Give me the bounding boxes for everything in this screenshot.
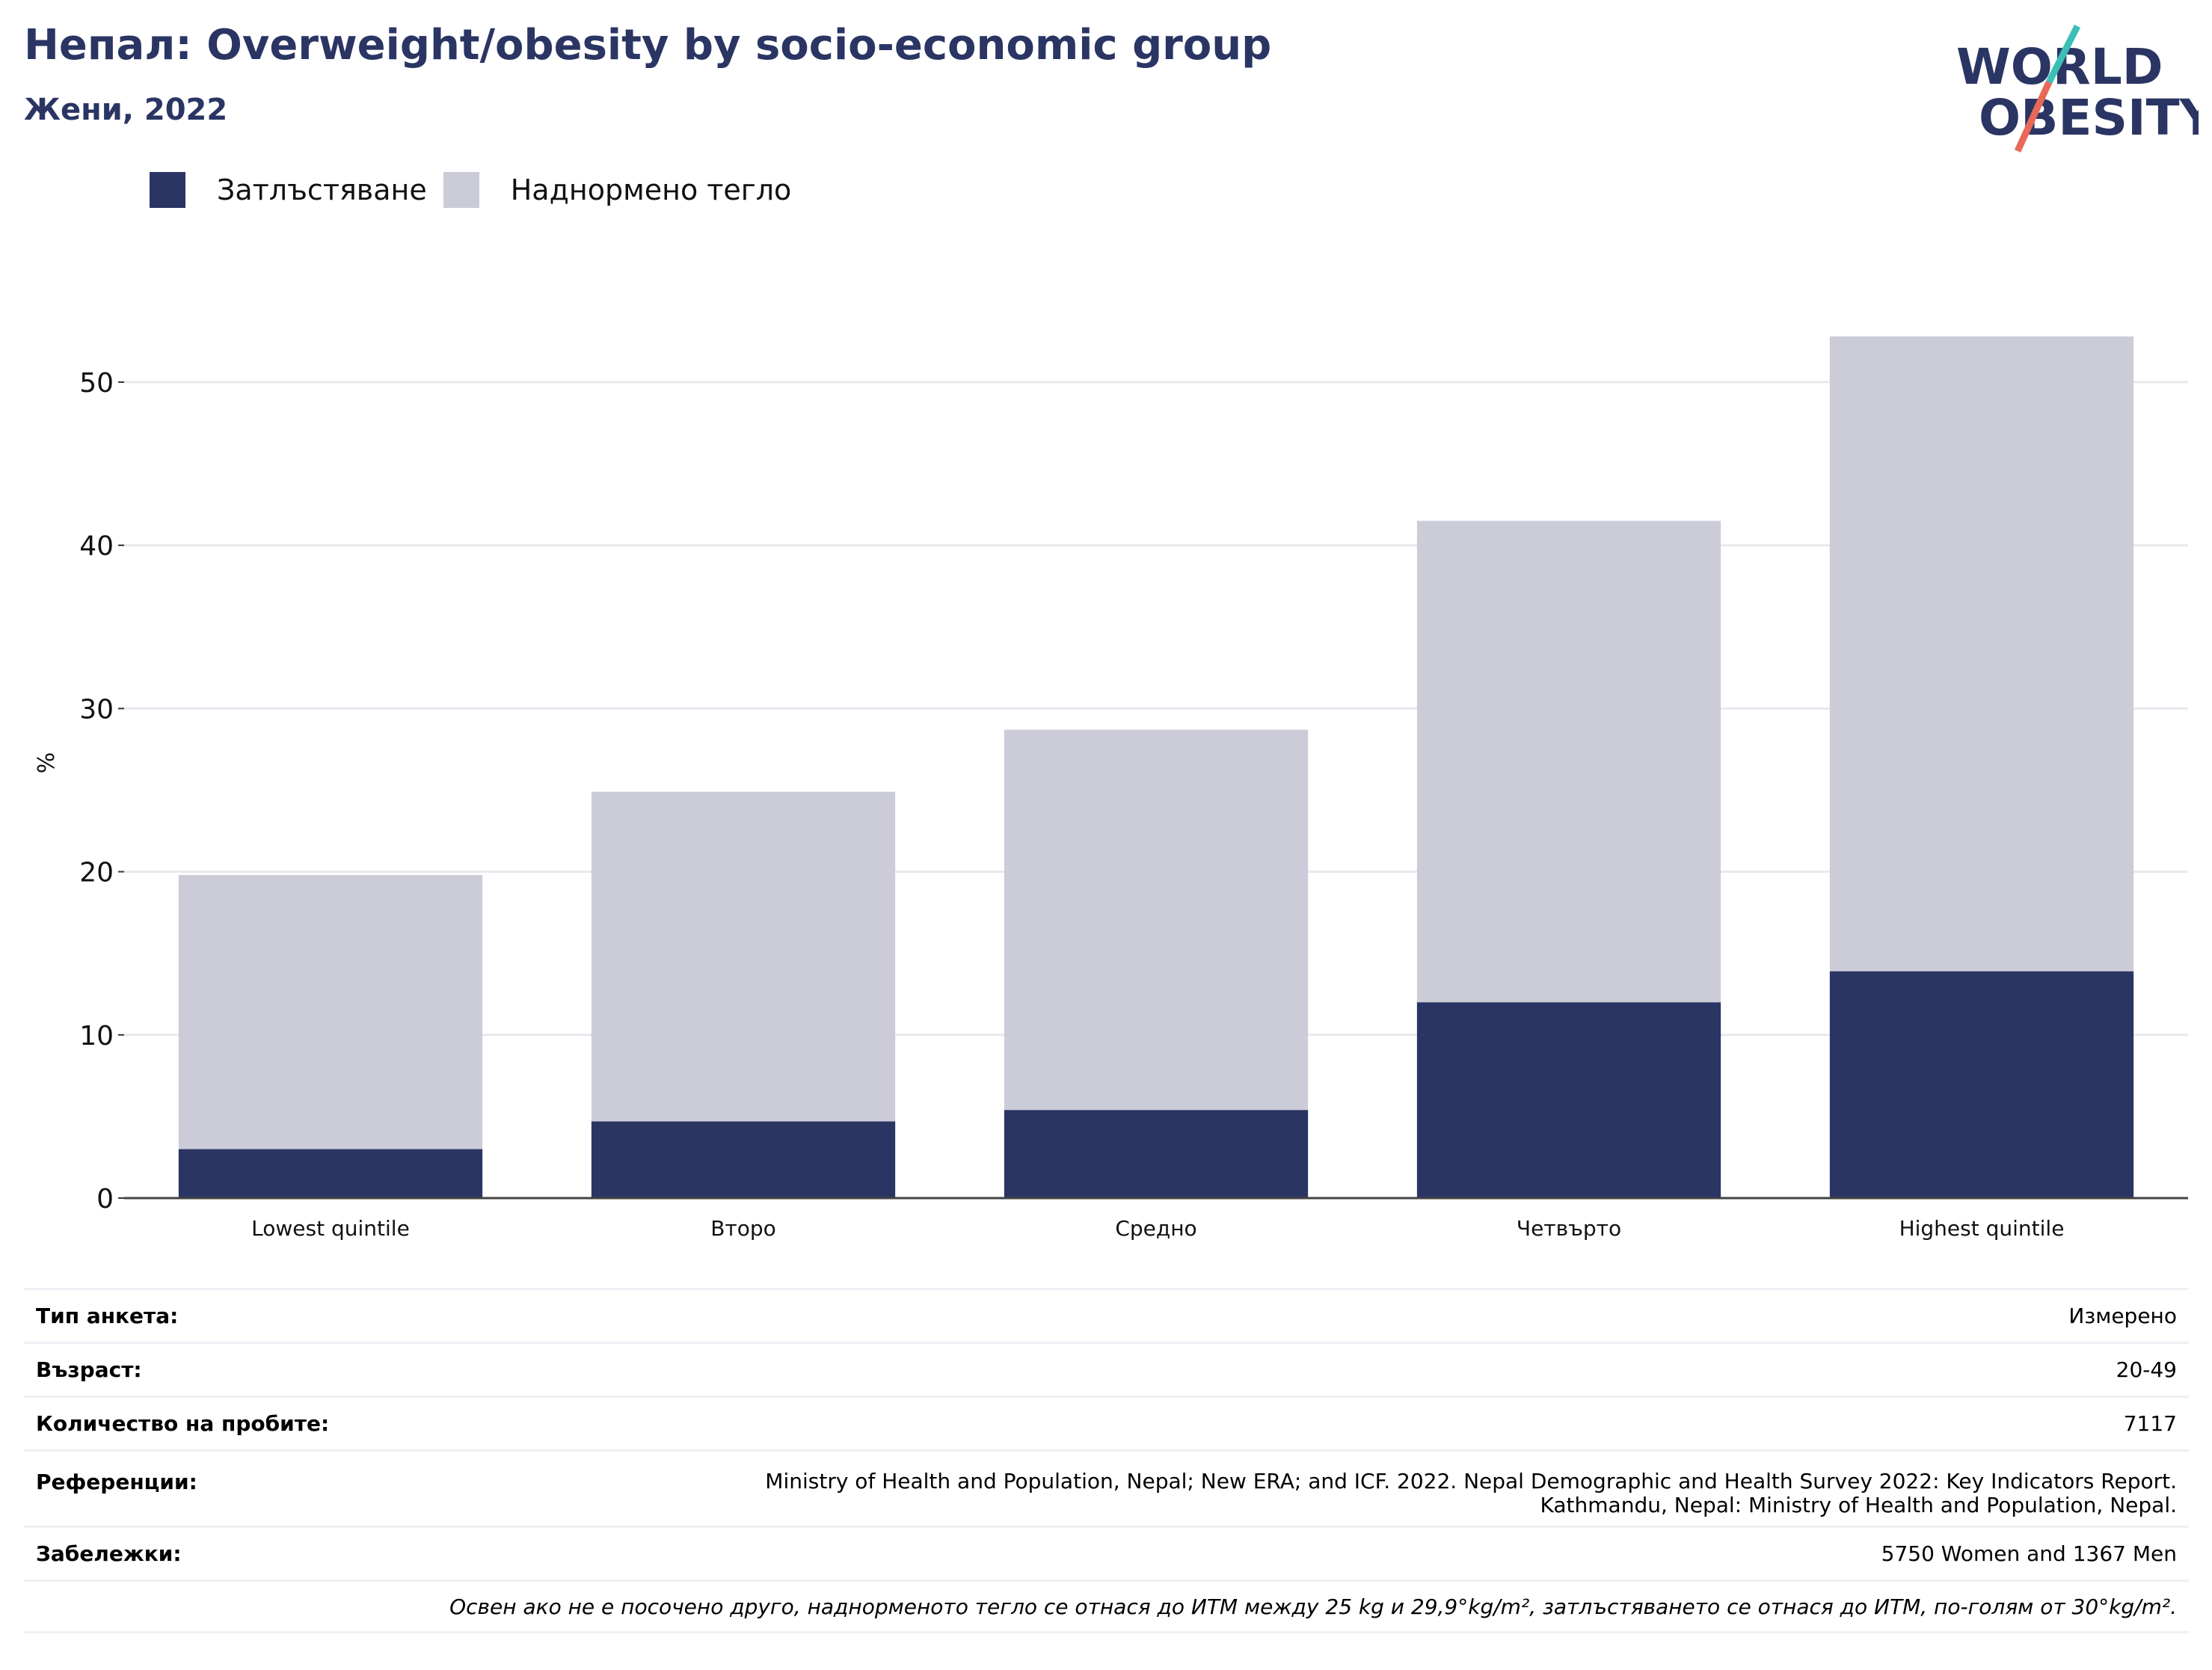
bar-obesity: [1829, 971, 2134, 1198]
world-obesity-logo: WORLD OBESITY: [1956, 24, 2199, 153]
y-tick-label: 10: [79, 1021, 114, 1052]
page-title: Непал: Overweight/obesity by socio-econo…: [24, 21, 1272, 70]
chart-legend: Затлъстяване Наднормено тегло: [150, 172, 808, 208]
reference-line-1: Ministry of Health and Population, Nepal…: [765, 1469, 2177, 1494]
bar-overweight: [591, 791, 896, 1122]
x-tick-label: Lowest quintile: [251, 1216, 410, 1241]
info-row-survey-type: Тип анкета: Измерено: [24, 1288, 2189, 1342]
info-footnote: Освен ако не е посочено друго, наднормен…: [24, 1580, 2189, 1633]
legend-item-overweight[interactable]: Наднормено тегло: [443, 172, 792, 208]
info-value: 5750 Women and 1367 Men: [1881, 1541, 2177, 1566]
x-tick-label: Второ: [710, 1216, 776, 1241]
page-subtitle: Жени, 2022: [24, 93, 228, 127]
y-tick-label: 20: [79, 858, 114, 888]
bar-overweight: [1829, 336, 2134, 971]
info-table: Тип анкета: Измерено Възраст: 20-49 Коли…: [24, 1288, 2189, 1633]
y-tick-label: 50: [79, 368, 114, 399]
x-tick-label: Highest quintile: [1899, 1216, 2065, 1241]
info-value: Измерено: [2068, 1304, 2177, 1328]
x-tick-label: Четвърто: [1517, 1216, 1621, 1241]
x-tick-label: Средно: [1115, 1216, 1196, 1241]
bar-obesity: [1004, 1110, 1309, 1198]
bar-obesity: [1416, 1002, 1721, 1198]
logo-coral-stroke: [2014, 81, 2053, 153]
info-label: Количество на пробите:: [36, 1411, 330, 1436]
logo-teal-stroke: [2045, 24, 2081, 85]
info-row-notes: Забележки: 5750 Women and 1367 Men: [24, 1526, 2189, 1580]
bar-obesity: [591, 1121, 896, 1198]
legend-label-obesity: Затлъстяване: [217, 174, 427, 206]
info-label: Референции:: [36, 1470, 197, 1494]
bar-obesity: [178, 1149, 483, 1198]
logo-line2: OBESITY: [1979, 89, 2199, 147]
y-tick-label: 30: [79, 694, 114, 725]
y-tick-label: 40: [79, 531, 114, 562]
legend-swatch-obesity: [150, 172, 185, 208]
legend-item-obesity[interactable]: Затлъстяване: [150, 172, 427, 208]
info-row-sample-size: Количество на пробите: 7117: [24, 1396, 2189, 1449]
info-value: 7117: [2123, 1411, 2177, 1436]
legend-label-overweight: Наднормено тегло: [510, 174, 792, 206]
y-tick-label: 0: [96, 1184, 114, 1215]
legend-swatch-overweight: [443, 172, 479, 208]
info-label: Тип анкета:: [36, 1304, 179, 1328]
info-value-references: Ministry of Health and Population, Nepal…: [765, 1470, 2177, 1517]
info-row-references: Референции: Ministry of Health and Popul…: [24, 1449, 2189, 1526]
stacked-bar-chart: % 0 10 20 30 40 50 Lowest quintile Второ Средно Ч…: [34, 336, 2188, 1241]
footnote-text: Освен ако не е посочено друго, наднормен…: [449, 1594, 2177, 1619]
info-row-age: Възраст: 20-49: [24, 1342, 2189, 1396]
reference-line-2: Kathmandu, Nepal: Ministry of Health and…: [1540, 1493, 2177, 1517]
info-label: Забележки:: [36, 1541, 182, 1566]
info-value: 20-49: [2116, 1357, 2177, 1382]
bar-overweight: [1004, 729, 1309, 1111]
bar-overweight: [1416, 521, 1721, 1003]
y-axis-label: %: [34, 752, 60, 774]
info-label: Възраст:: [36, 1357, 142, 1382]
bar-overweight: [178, 874, 483, 1149]
